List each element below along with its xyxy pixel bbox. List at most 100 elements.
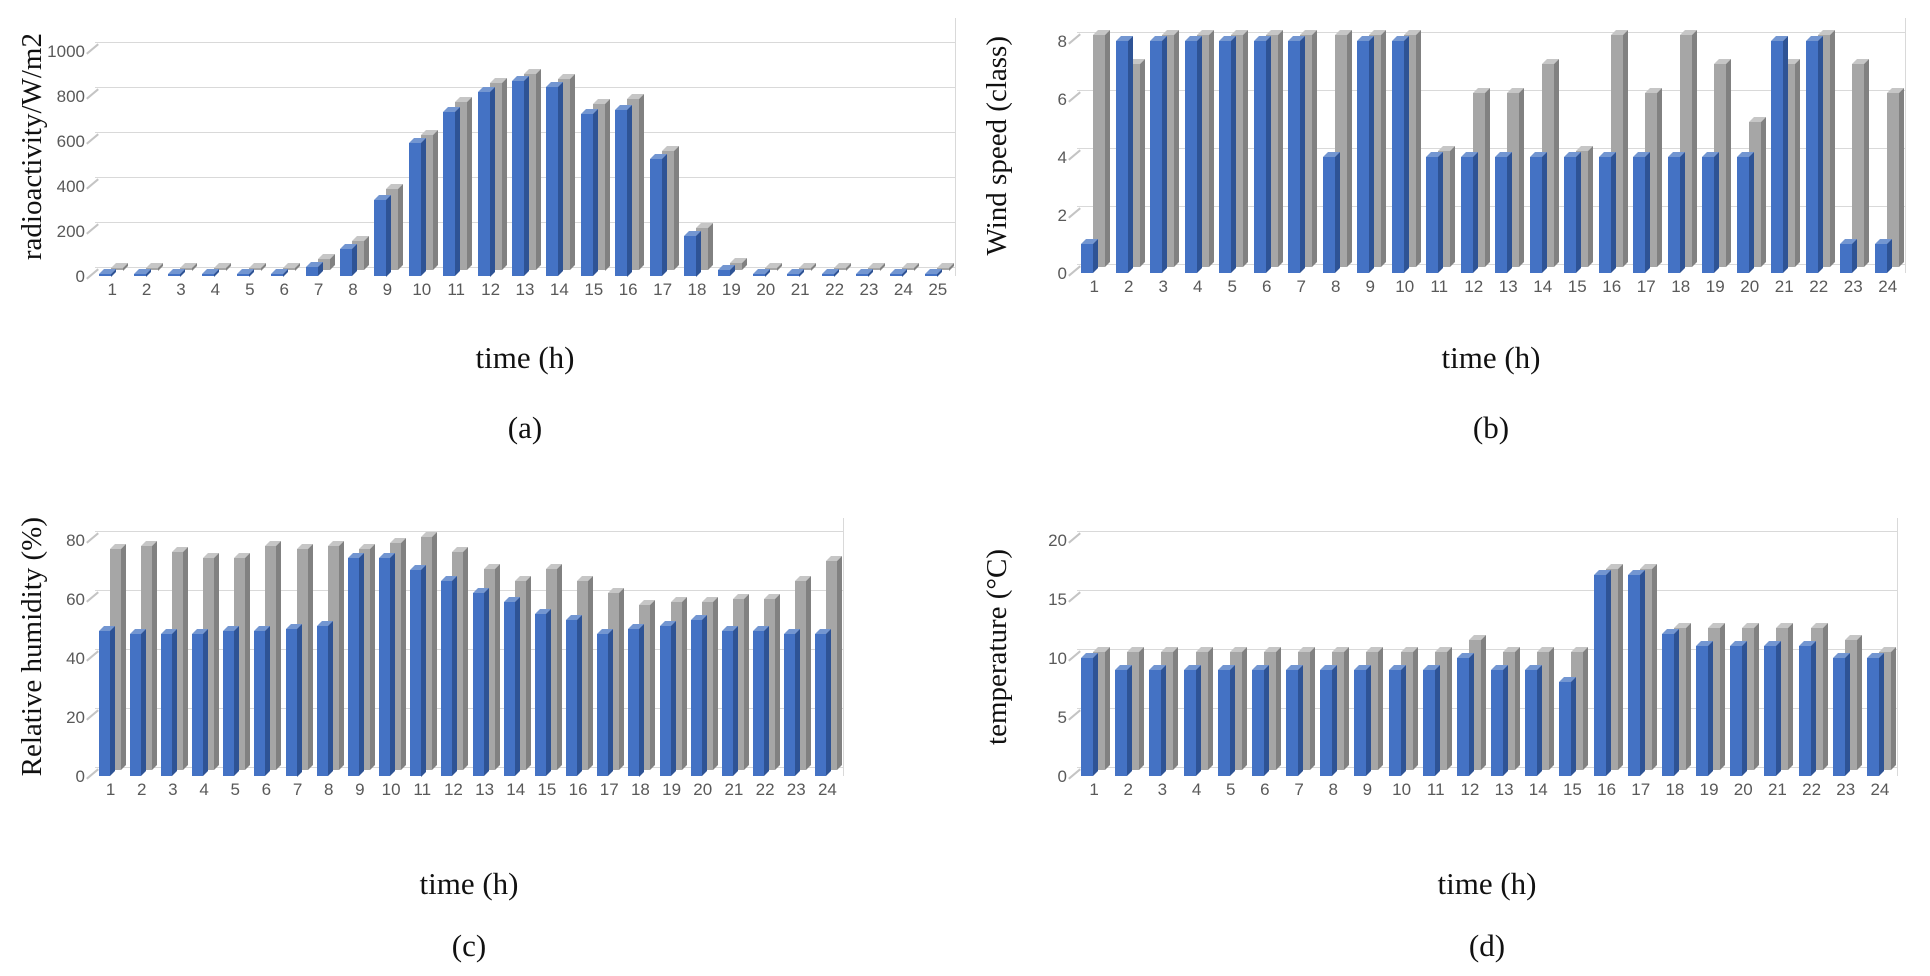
y-tick-mark (1068, 768, 1081, 780)
x-tick-label: 13 (515, 280, 535, 299)
x-tick-label: 20 (1740, 277, 1760, 296)
bar-blue (1357, 41, 1370, 273)
bar-blue (1149, 669, 1162, 776)
bar-gray (701, 601, 713, 770)
bar-blue (192, 634, 204, 776)
x-tick-label: 17 (653, 280, 673, 299)
gridline (1077, 531, 1897, 532)
bar-blue (718, 270, 731, 276)
x-tick-label: 19 (721, 280, 741, 299)
chart-a-caption: (a) (507, 410, 543, 445)
y-tick-mark (1068, 91, 1081, 103)
bar-gray (140, 545, 152, 770)
bar-blue (1832, 658, 1845, 776)
x-tick-label: 16 (1602, 277, 1622, 296)
x-tick-label: 6 (1260, 780, 1270, 799)
bar-blue (615, 109, 628, 276)
x-tick-label: 10 (1395, 277, 1415, 296)
x-tick-label: 6 (279, 280, 289, 299)
x-tick-label: 8 (324, 780, 334, 799)
x-tick-label: 13 (475, 780, 495, 799)
x-tick-label: 13 (1498, 277, 1518, 296)
x-tick-label: 24 (1878, 277, 1898, 296)
x-tick-label: 14 (1528, 780, 1548, 799)
bar-gray (214, 267, 227, 270)
x-tick-label: 24 (893, 280, 913, 299)
x-tick-label: 18 (630, 780, 650, 799)
y-tick-mark (86, 268, 99, 280)
bar-blue (1115, 669, 1128, 776)
bar-blue (503, 601, 515, 776)
x-tick-label: 22 (1802, 780, 1822, 799)
x-tick-label: 7 (313, 280, 324, 299)
x-tick-label: 23 (1836, 780, 1856, 799)
bar-blue (512, 81, 524, 276)
x-tick-label: 10 (381, 780, 401, 799)
gridline (95, 590, 843, 591)
x-tick-label: 9 (1362, 780, 1373, 799)
x-tick-label: 5 (245, 280, 255, 299)
x-tick-label: 2 (1124, 277, 1134, 296)
bar-blue (597, 634, 609, 776)
bar-blue (1866, 658, 1879, 776)
x-tick-label: 4 (1193, 277, 1203, 296)
y-tick-label: 0 (1057, 264, 1067, 283)
gridline (1077, 148, 1905, 149)
y-tick-label: 400 (56, 177, 85, 196)
bar-blue (1150, 41, 1163, 273)
x-tick-label: 22 (825, 280, 845, 299)
bar-blue (379, 557, 391, 776)
x-tick-label: 21 (1774, 277, 1794, 296)
x-tick-label: 21 (790, 280, 810, 299)
bar-blue (1183, 669, 1196, 776)
y-tick-mark (86, 532, 99, 544)
bar-blue (1702, 157, 1715, 273)
bar-gray (180, 267, 192, 270)
bar-blue (856, 273, 868, 276)
bar-gray (1093, 35, 1106, 267)
gridline (1077, 708, 1897, 709)
plot-area-a: 0 200 400 600 800 1000 1 2 3 4 5 6 7 8 9 10 11 12 13 14 15 16… (47, 18, 956, 299)
bar-blue (374, 199, 387, 276)
bar-blue (1771, 41, 1784, 273)
y-tick-mark (86, 591, 99, 603)
x-tick-label: 12 (1464, 277, 1484, 296)
bar-gray (795, 581, 807, 770)
x-tick-label: 3 (1158, 277, 1168, 296)
y-tick-label: 1000 (47, 42, 85, 61)
x-tick-label: 23 (1843, 277, 1863, 296)
bar-blue (1736, 157, 1749, 273)
bar-blue (1253, 41, 1266, 273)
x-tick-label: 2 (141, 280, 152, 299)
bar-blue (223, 631, 235, 776)
bar-gray (203, 557, 215, 770)
bar-blue (787, 273, 800, 276)
bar-blue (99, 273, 112, 276)
y-tick-label: 15 (1048, 590, 1067, 609)
bar-blue (98, 631, 110, 776)
bar-blue (1627, 575, 1640, 776)
x-tick-label: 7 (1294, 780, 1304, 799)
bar-blue (721, 631, 733, 776)
x-tick-label: 2 (1123, 780, 1133, 799)
bar-blue (546, 87, 559, 276)
bar-blue (690, 619, 702, 776)
bar-blue (1564, 157, 1577, 273)
x-tick-label: 24 (1870, 780, 1890, 799)
x-tick-label: 3 (1157, 780, 1168, 799)
x-tick-label: 22 (755, 780, 775, 799)
x-tick-label: 15 (1562, 780, 1582, 799)
bar-gray (670, 601, 682, 770)
chart-a: radioactivity/W/m2 0 200 400 600 800 1000 1 2 3 4… (0, 0, 965, 470)
chart-a-x-axis-title: time (h) (475, 340, 575, 375)
bar-blue (890, 273, 903, 276)
bar-blue (477, 91, 490, 276)
x-tick-label: 17 (1636, 277, 1656, 296)
bar-blue (815, 634, 827, 776)
bar-gray (283, 267, 296, 270)
bar-gray (1852, 64, 1865, 267)
bar-blue (1661, 634, 1674, 776)
x-tick-label: 14 (1533, 277, 1553, 296)
x-tick-label: 8 (1331, 277, 1341, 296)
bar-blue (443, 111, 456, 276)
